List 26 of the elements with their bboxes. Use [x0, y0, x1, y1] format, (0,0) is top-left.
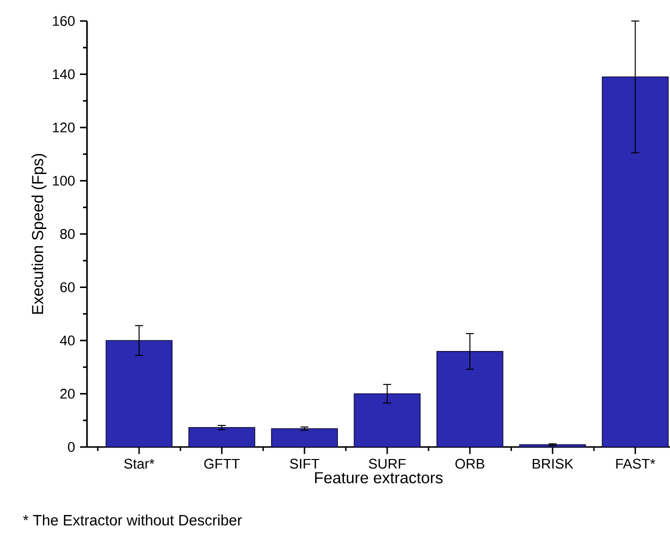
y-tick-label: 0: [68, 442, 75, 452]
bar: [519, 444, 586, 448]
y-tick-label: 160: [52, 16, 75, 26]
y-tick-label: 80: [60, 229, 75, 239]
y-tick-label: 140: [52, 69, 75, 80]
text: * The Extractor without Describer: [23, 514, 242, 526]
y-axis-title: Execution Speed (Fps): [32, 154, 46, 314]
bar: [436, 351, 504, 448]
y-tick-label: 120: [52, 122, 75, 132]
bar: [271, 428, 338, 448]
x-tick-label: ORB: [455, 458, 484, 469]
x-tick-label: SURF: [368, 458, 406, 469]
x-tick-label: GFTT: [204, 458, 240, 469]
y-tick-label: 20: [60, 388, 75, 399]
y-tick-label: 40: [60, 336, 75, 346]
x-tick-label: SIFT: [290, 458, 320, 469]
y-tick-label: 60: [60, 282, 75, 292]
x-axis-title: Feature extractors: [315, 472, 443, 484]
bar: [188, 427, 256, 448]
bar: [106, 340, 172, 448]
x-tick-label: BRISK: [532, 458, 574, 469]
x-tick-label: Star*: [124, 458, 154, 469]
x-tick-label: FAST*: [616, 458, 656, 469]
y-tick-label: 100: [52, 176, 75, 186]
bar: [602, 76, 669, 448]
bar: [354, 393, 421, 448]
